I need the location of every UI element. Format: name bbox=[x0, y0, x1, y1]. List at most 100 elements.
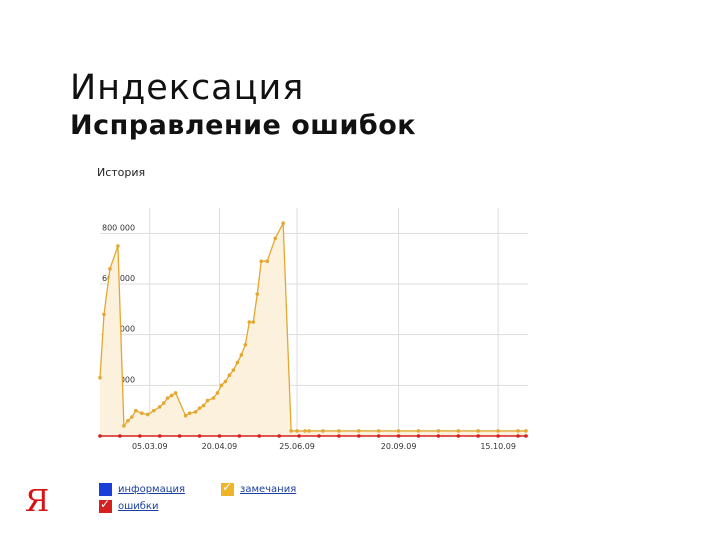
errors-point bbox=[257, 434, 262, 438]
warnings-point bbox=[122, 424, 126, 428]
warnings-point bbox=[173, 391, 178, 395]
slide-title: Индексация bbox=[70, 68, 305, 108]
x-tick-label: 20.04.09 bbox=[202, 442, 238, 451]
warnings-point bbox=[265, 259, 270, 264]
warnings-point bbox=[134, 408, 138, 413]
warnings-point bbox=[243, 343, 248, 347]
warnings-point bbox=[255, 292, 260, 296]
warnings-point bbox=[219, 383, 224, 388]
warnings-point bbox=[516, 429, 520, 433]
warnings-point bbox=[157, 405, 162, 409]
errors-point bbox=[197, 434, 202, 438]
warnings-point bbox=[231, 368, 236, 372]
warnings-point bbox=[183, 413, 188, 418]
warnings-point bbox=[281, 221, 285, 225]
warnings-point bbox=[215, 391, 220, 395]
chart-title: История bbox=[97, 166, 146, 179]
warnings-line bbox=[99, 220, 527, 432]
warnings-point bbox=[337, 429, 341, 433]
warnings-point bbox=[193, 410, 198, 414]
warnings-point bbox=[116, 244, 120, 248]
errors-point bbox=[277, 434, 281, 438]
warnings-point bbox=[321, 429, 325, 433]
legend-info-checkbox[interactable] bbox=[99, 483, 112, 496]
errors-point bbox=[118, 434, 122, 438]
warnings-point bbox=[356, 429, 361, 433]
legend-info-label[interactable]: информация bbox=[118, 484, 186, 495]
check-icon: ✓ bbox=[100, 497, 111, 511]
warnings-point bbox=[108, 267, 112, 271]
errors-point bbox=[436, 434, 441, 438]
y-tick-label: 800 000 bbox=[102, 223, 135, 232]
legend-item-info[interactable]: информация bbox=[99, 483, 185, 496]
errors-point bbox=[317, 434, 321, 438]
errors-point bbox=[177, 434, 182, 438]
warnings-point bbox=[211, 396, 216, 400]
warnings-point bbox=[259, 259, 264, 264]
warnings-point bbox=[223, 379, 228, 384]
errors-point bbox=[297, 434, 301, 438]
warnings-point bbox=[165, 396, 170, 400]
errors-point bbox=[456, 434, 461, 438]
errors-point bbox=[98, 434, 102, 438]
warnings-point bbox=[161, 401, 166, 405]
errors-point bbox=[516, 434, 520, 438]
warnings-point bbox=[247, 320, 252, 324]
warnings-point bbox=[239, 353, 244, 357]
errors-point bbox=[396, 434, 401, 438]
warnings-point bbox=[416, 429, 421, 433]
warnings-point bbox=[235, 360, 240, 365]
legend-errors-label[interactable]: ошибки bbox=[118, 501, 159, 512]
warnings-point bbox=[102, 312, 106, 317]
warnings-point bbox=[476, 429, 481, 433]
warnings-point bbox=[456, 429, 461, 433]
warnings-point bbox=[205, 398, 210, 403]
slide-subtitle: Исправление ошибок bbox=[70, 110, 417, 141]
errors-point bbox=[376, 434, 381, 438]
errors-point bbox=[476, 434, 481, 438]
warnings-point bbox=[496, 429, 500, 433]
warnings-point bbox=[307, 429, 311, 433]
legend-warnings-label[interactable]: замечания bbox=[240, 484, 297, 495]
x-tick-label: 05.03.09 bbox=[132, 442, 168, 451]
warnings-point bbox=[201, 403, 206, 408]
legend-item-errors[interactable]: ✓ ошибки bbox=[99, 497, 159, 513]
check-icon: ✓ bbox=[222, 480, 233, 494]
warnings-point bbox=[295, 429, 299, 433]
errors-point bbox=[217, 434, 222, 438]
warnings-point bbox=[151, 408, 156, 413]
warnings-point bbox=[98, 375, 102, 380]
warnings-point bbox=[273, 236, 277, 241]
warnings-point bbox=[169, 393, 174, 398]
warnings-point bbox=[524, 429, 528, 433]
warnings-point bbox=[130, 415, 134, 419]
legend-errors-checkbox[interactable]: ✓ bbox=[99, 497, 112, 513]
x-tick-label: 20.09.09 bbox=[381, 442, 417, 451]
errors-point bbox=[496, 434, 500, 438]
errors-point bbox=[356, 434, 361, 438]
warnings-point bbox=[289, 429, 293, 433]
x-tick-label: 25.06.09 bbox=[279, 442, 315, 451]
warnings-point bbox=[376, 429, 381, 433]
warnings-point bbox=[227, 373, 232, 378]
warnings-point bbox=[126, 419, 130, 423]
warnings-point bbox=[145, 412, 150, 417]
warnings-point bbox=[436, 429, 441, 433]
warnings-point bbox=[140, 411, 144, 416]
legend-warnings-checkbox[interactable]: ✓ bbox=[221, 480, 234, 496]
errors-point bbox=[524, 434, 528, 438]
warnings-point bbox=[187, 411, 192, 416]
warnings-point bbox=[396, 429, 401, 433]
x-tick-label: 15.10.09 bbox=[480, 442, 516, 451]
errors-point bbox=[237, 434, 242, 438]
legend-item-warnings[interactable]: ✓ замечания bbox=[221, 480, 297, 496]
warnings-point bbox=[251, 320, 256, 324]
yandex-logo: Я bbox=[25, 484, 50, 519]
warnings-point bbox=[303, 429, 307, 433]
errors-point bbox=[157, 434, 162, 438]
warnings-point bbox=[197, 406, 202, 410]
errors-point bbox=[138, 434, 142, 438]
errors-point bbox=[337, 434, 341, 438]
errors-point bbox=[416, 434, 421, 438]
